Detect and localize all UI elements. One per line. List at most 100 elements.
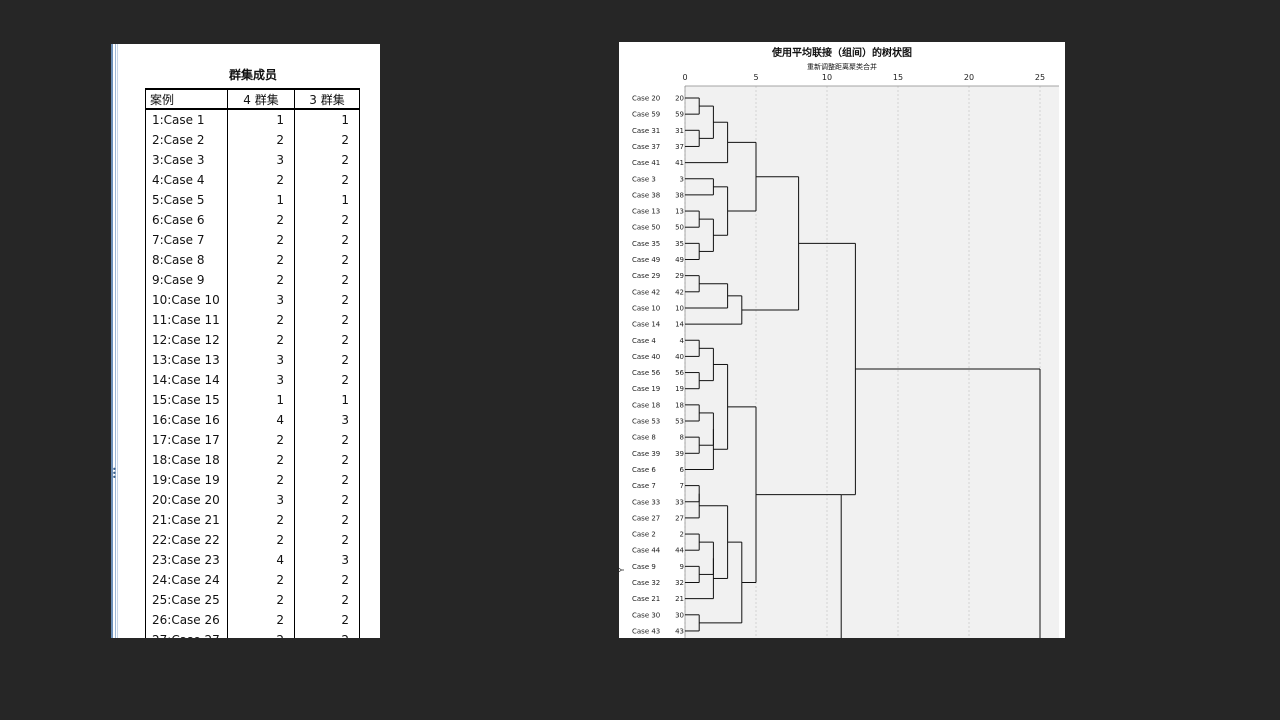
cell-4-clusters: 4 xyxy=(227,550,295,570)
cell-4-clusters: 2 xyxy=(227,570,295,590)
cell-3-clusters: 2 xyxy=(294,310,360,330)
table-row: 21:Case 21 2 2 xyxy=(145,510,360,530)
leaf-case-number: 6 xyxy=(680,466,685,474)
cell-3-clusters: 2 xyxy=(294,350,360,370)
leaf-case-label: Case 40 xyxy=(632,353,660,361)
leaf-case-label: Case 6 xyxy=(632,466,656,474)
leaf-case-number: 4 xyxy=(680,337,685,345)
leaf-case-label: Case 4 xyxy=(632,337,656,345)
leaf-case-label: Case 42 xyxy=(632,288,660,296)
cell-case: 20:Case 20 xyxy=(145,490,228,510)
leaf-case-number: 39 xyxy=(675,450,684,458)
table-row: 27:Case 2722 xyxy=(145,630,360,638)
cell-4-clusters: 1 xyxy=(227,109,295,130)
cell-4-clusters: 4 xyxy=(227,410,295,430)
splitter-handle[interactable]: • • • xyxy=(112,465,117,482)
table-row: 17:Case 17 2 2 xyxy=(145,430,360,450)
cell-4-clusters: 3 xyxy=(227,150,295,170)
cell-case: 19:Case 19 xyxy=(145,470,228,490)
cell-3-clusters: 1 xyxy=(294,390,360,410)
x-tick-label: 5 xyxy=(753,73,758,82)
leaf-case-number: 56 xyxy=(675,369,684,377)
cell-case: 23:Case 23 xyxy=(145,550,228,570)
leaf-case-number: 29 xyxy=(675,272,684,280)
cell-3-clusters: 1 xyxy=(294,190,360,210)
leaf-case-number: 3 xyxy=(680,175,684,183)
cell-4-clusters: 1 xyxy=(227,190,295,210)
x-tick-label: 20 xyxy=(964,73,974,82)
leaf-case-number: 10 xyxy=(675,304,684,312)
table-row: 18:Case 18 2 2 xyxy=(145,450,360,470)
cell-3-clusters: 2 xyxy=(294,570,360,590)
cell-3-clusters: 2 xyxy=(294,490,360,510)
cell-3-clusters: 2 xyxy=(294,330,360,350)
cell-case: 11:Case 11 xyxy=(145,310,228,330)
cell-4-clusters: 1 xyxy=(227,390,295,410)
cell-3-clusters: 2 xyxy=(294,230,360,250)
leaf-case-number: 13 xyxy=(675,208,684,216)
cluster-membership-table: 案例 4 群集 3 群集 1:Case 1 1 1 2:Case 2 2 2 3:Case … xyxy=(145,88,360,638)
leaf-case-label: Case 13 xyxy=(632,208,660,216)
leaf-case-label: Case 8 xyxy=(632,434,656,442)
leaf-case-number: 27 xyxy=(675,514,684,522)
leaf-case-number: 7 xyxy=(680,482,684,490)
cell-4-clusters: 3 xyxy=(227,370,295,390)
cell-case: 25:Case 25 xyxy=(145,590,228,610)
table-title: 群集成员 xyxy=(228,68,277,82)
column-header-4-clusters: 4 群集 xyxy=(227,88,295,110)
leaf-case-number: 32 xyxy=(675,579,684,587)
leaf-case-label: Case 49 xyxy=(632,256,660,264)
cell-case: 27:Case 27 xyxy=(145,630,228,638)
leaf-case-number: 30 xyxy=(675,611,684,619)
leaf-case-number: 14 xyxy=(675,321,684,329)
leaf-case-number: 49 xyxy=(675,256,684,264)
leaf-case-label: Case 50 xyxy=(632,224,660,232)
cell-3-clusters: 3 xyxy=(294,550,360,570)
leaf-case-label: Case 10 xyxy=(632,304,660,312)
column-header-case: 案例 xyxy=(145,88,228,110)
cell-4-clusters: 2 xyxy=(227,470,295,490)
leaf-case-number: 53 xyxy=(675,418,684,426)
cell-case: 18:Case 18 xyxy=(145,450,228,470)
leaf-case-label: Case 27 xyxy=(632,514,660,522)
x-tick-label: 25 xyxy=(1035,73,1045,82)
table-row: 16:Case 16 4 3 xyxy=(145,410,360,430)
table-row: 24:Case 24 2 2 xyxy=(145,570,360,590)
leaf-case-label: Case 44 xyxy=(632,547,661,555)
leaf-case-label: Case 29 xyxy=(632,272,660,280)
leaf-case-number: 59 xyxy=(675,111,684,119)
cell-4-clusters: 3 xyxy=(227,350,295,370)
cell-4-clusters: 2 xyxy=(227,330,295,350)
leaf-case-number: 21 xyxy=(675,595,684,603)
panel-frame-line xyxy=(117,44,118,638)
cell-3-clusters: 2 xyxy=(294,630,360,638)
leaf-case-label: Case 32 xyxy=(632,579,660,587)
table-row: 25:Case 25 2 2 xyxy=(145,590,360,610)
leaf-case-label: Case 18 xyxy=(632,401,660,409)
leaf-case-label: Case 43 xyxy=(632,627,660,635)
cell-3-clusters: 2 xyxy=(294,250,360,270)
table-row: 23:Case 23 4 3 xyxy=(145,550,360,570)
cell-case: 16:Case 16 xyxy=(145,410,228,430)
table-row: 20:Case 20 3 2 xyxy=(145,490,360,510)
leaf-case-number: 42 xyxy=(675,288,684,296)
leaf-case-label: Case 33 xyxy=(632,498,660,506)
cell-4-clusters: 2 xyxy=(227,130,295,150)
cell-case: 13:Case 13 xyxy=(145,350,228,370)
leaf-case-number: 9 xyxy=(680,563,684,571)
leaf-case-number: 38 xyxy=(675,191,684,199)
cell-3-clusters: 2 xyxy=(294,610,360,630)
leaf-case-number: 41 xyxy=(675,159,684,167)
leaf-case-label: Case 30 xyxy=(632,611,660,619)
cell-4-clusters: 2 xyxy=(227,610,295,630)
cell-case: 17:Case 17 xyxy=(145,430,228,450)
leaf-case-number: 19 xyxy=(675,385,684,393)
leaf-case-number: 31 xyxy=(675,127,684,135)
leaf-case-number: 18 xyxy=(675,401,684,409)
